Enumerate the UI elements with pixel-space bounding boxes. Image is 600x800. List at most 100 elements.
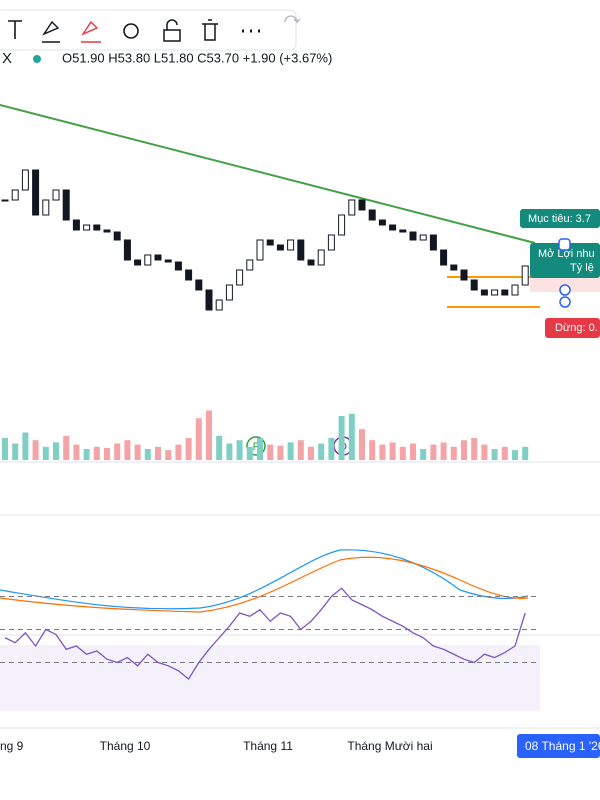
candle: [491, 289, 499, 296]
volume-bar: [185, 438, 192, 460]
volume-bar: [501, 446, 508, 460]
candle: [215, 299, 223, 311]
fill-tool[interactable]: [42, 20, 60, 43]
candle: [389, 224, 397, 231]
volume-bar: [246, 446, 253, 460]
x-axis-label: Tháng 11: [243, 739, 293, 753]
candle: [1, 199, 9, 202]
volume-bar: [2, 438, 8, 460]
x-axis-label: ng 9: [0, 739, 24, 753]
volume-bar: [277, 445, 284, 460]
candle: [174, 261, 182, 271]
candle: [317, 249, 325, 266]
handle[interactable]: [558, 238, 571, 251]
candle: [195, 279, 203, 291]
profit-box: [530, 243, 600, 278]
volume-bar: [440, 442, 447, 460]
candle: [440, 249, 448, 266]
volume-bar: [410, 443, 416, 460]
candle: [21, 169, 29, 191]
volume-bar: [32, 440, 39, 460]
volume-bar: [83, 449, 90, 460]
volume-bar: [318, 443, 325, 460]
delete[interactable]: [202, 19, 218, 41]
volume-bar: [257, 438, 263, 460]
candle: [348, 199, 356, 216]
trend-line: [0, 104, 536, 244]
rsi-band: [0, 645, 540, 711]
candle: [368, 209, 376, 221]
lock[interactable]: [163, 19, 181, 42]
candle: [287, 239, 295, 251]
volume-bar: [369, 440, 376, 460]
line-tool[interactable]: [81, 20, 101, 43]
volume-bar: [287, 442, 294, 460]
candle: [113, 231, 121, 241]
candle: [246, 259, 254, 271]
volume-bar: [104, 447, 110, 460]
volume-bar: [308, 446, 314, 460]
volume-bar: [124, 440, 131, 460]
settings[interactable]: [123, 23, 139, 39]
candle: [256, 239, 264, 261]
candle: [399, 229, 407, 233]
volume-bar: [236, 440, 243, 460]
candle: [42, 199, 50, 216]
volume-bar: [216, 435, 223, 460]
candle: [409, 231, 417, 241]
candle: [225, 284, 233, 301]
current-date-box: [517, 734, 600, 758]
signal-line: [0, 556, 529, 613]
candle: [266, 239, 274, 246]
candle: [144, 254, 152, 266]
candle: [93, 224, 101, 231]
volume-bar: [389, 442, 396, 460]
candle: [470, 279, 478, 291]
handle[interactable]: [559, 296, 571, 308]
handle[interactable]: [559, 284, 571, 296]
volume-bar: [522, 446, 529, 460]
x-axis-label: Tháng Mười hai: [347, 739, 432, 753]
candle: [358, 199, 366, 211]
text-tool[interactable]: [8, 20, 22, 39]
redo[interactable]: [284, 15, 301, 24]
volume-bar: [461, 440, 467, 460]
volume-bar: [134, 444, 141, 460]
volume-bar: [359, 429, 365, 460]
symbol: X: [2, 50, 12, 67]
candle: [460, 269, 468, 281]
volume-bar: [155, 446, 161, 460]
volume-bar: [267, 444, 274, 460]
volume-bar: [12, 443, 19, 460]
candle: [327, 234, 335, 251]
candle: [72, 219, 80, 231]
volume-bar: [328, 438, 335, 460]
candle: [11, 189, 19, 201]
volume-bar: [399, 446, 406, 460]
macd-line: [0, 549, 529, 610]
candle: [83, 224, 91, 231]
candle: [307, 259, 315, 266]
volume-bar: [63, 435, 70, 460]
candle: [378, 219, 386, 226]
candle: [62, 189, 70, 221]
candle: [450, 264, 458, 271]
volume-bar: [175, 444, 182, 460]
candle: [123, 239, 131, 261]
candle: [338, 214, 346, 236]
candle: [164, 259, 172, 263]
volume-bar: [144, 449, 151, 460]
volume-bar: [22, 432, 29, 460]
target-label: Mục tiêu: 3.7: [528, 213, 591, 225]
volume-bar: [338, 416, 345, 460]
volume-bar: [450, 446, 457, 460]
candle: [501, 289, 509, 296]
volume-bar: [420, 449, 427, 460]
candle: [480, 289, 488, 296]
volume-bar: [42, 446, 49, 460]
candle: [429, 234, 437, 251]
candle: [419, 234, 427, 241]
profit-label: Mở Lợi nhu: [538, 248, 595, 260]
rsi-line: [4, 587, 526, 680]
